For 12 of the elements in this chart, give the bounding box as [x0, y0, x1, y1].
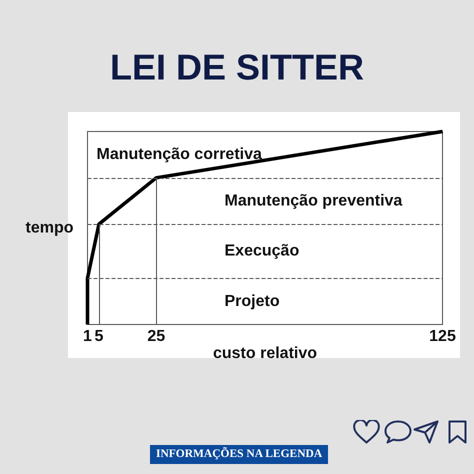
x-tick-label: 125: [429, 328, 456, 345]
text: INFORMAÇÕES NA LEGENDA: [150, 445, 328, 464]
x-tick-label: 5: [94, 328, 104, 345]
x-tick-label: 1: [83, 328, 92, 345]
annotation: Execução: [224, 242, 300, 260]
annotation: Manutenção preventiva: [224, 192, 402, 210]
annotation: Manutenção corretiva: [96, 146, 262, 164]
x-tick-label: 25: [147, 328, 166, 345]
chart-title: LEI DE SITTER: [110, 46, 364, 88]
x-axis-title: custo relativo: [212, 344, 318, 362]
y-axis-title: tempo: [26, 220, 74, 236]
annotation: Projeto: [224, 292, 280, 310]
